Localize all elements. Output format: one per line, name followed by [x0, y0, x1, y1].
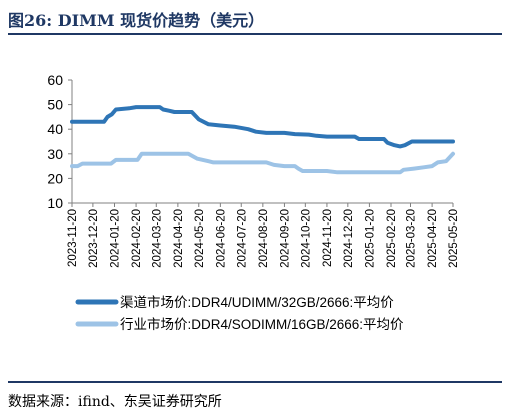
series-line [70, 105, 455, 149]
x-tick-label: 2025-01-20 [364, 209, 376, 268]
y-tick-label: 60 [47, 72, 63, 88]
series-1 [70, 105, 455, 149]
series-line [70, 151, 455, 175]
price-trend-chart: 10 20 30 40 50 60 2023-11-20 2023-12-20 2024-01-… [47, 72, 460, 332]
legend-label: 行业市场价:DDR4/SODIMM/16GB/2666:平均价 [120, 316, 404, 332]
y-tick-label: 20 [47, 170, 63, 186]
chart-legend: 渠道市场价:DDR4/UDIMM/32GB/2666:平均价行业市场价:DDR4… [75, 294, 404, 332]
x-tick-label: 2024-12-20 [343, 209, 355, 268]
y-tick-label: 40 [47, 121, 63, 137]
x-tick-label: 2024-08-20 [258, 209, 270, 268]
y-tick-label: 30 [47, 146, 63, 162]
y-tick-label: 50 [47, 97, 63, 113]
figure-title: 图26: DIMM 现货价趋势（美元） [8, 11, 265, 30]
y-tick-label: 10 [47, 195, 63, 211]
x-tick-label: 2024-07-20 [236, 209, 248, 268]
x-tick-label: 2024-06-20 [215, 209, 227, 268]
x-tick-label: 2024-09-20 [279, 209, 291, 268]
source-rule [8, 381, 502, 383]
chart-axes: 10 20 30 40 50 60 2023-11-20 2023-12-20 2024-01-… [47, 72, 460, 268]
x-tick-label: 2024-01-20 [109, 209, 121, 268]
x-tick-label: 2024-05-20 [194, 209, 206, 268]
x-tick-label: 2024-10-20 [300, 209, 312, 268]
x-tick-label: 2025-02-20 [386, 209, 398, 268]
x-tick-label: 2024-04-20 [173, 209, 185, 268]
x-tick-label: 2025-04-20 [427, 209, 439, 268]
series-2 [70, 151, 455, 175]
x-tick-label: 2024-02-20 [131, 209, 143, 268]
x-tick-label: 2024-03-20 [151, 209, 163, 268]
chart-lines [70, 105, 455, 175]
x-tick-label: 2025-05-20 [448, 209, 460, 268]
x-tick-label: 2023-12-20 [88, 209, 100, 268]
x-tick-label: 2025-03-20 [406, 209, 418, 268]
source-note: 数据来源：ifind、东吴证券研究所 [8, 394, 222, 410]
legend-label: 渠道市场价:DDR4/UDIMM/32GB/2666:平均价 [120, 294, 394, 310]
x-tick-label: 2024-11-20 [322, 209, 334, 267]
title-rule [8, 33, 502, 35]
x-tick-label: 2023-11-20 [67, 209, 79, 267]
